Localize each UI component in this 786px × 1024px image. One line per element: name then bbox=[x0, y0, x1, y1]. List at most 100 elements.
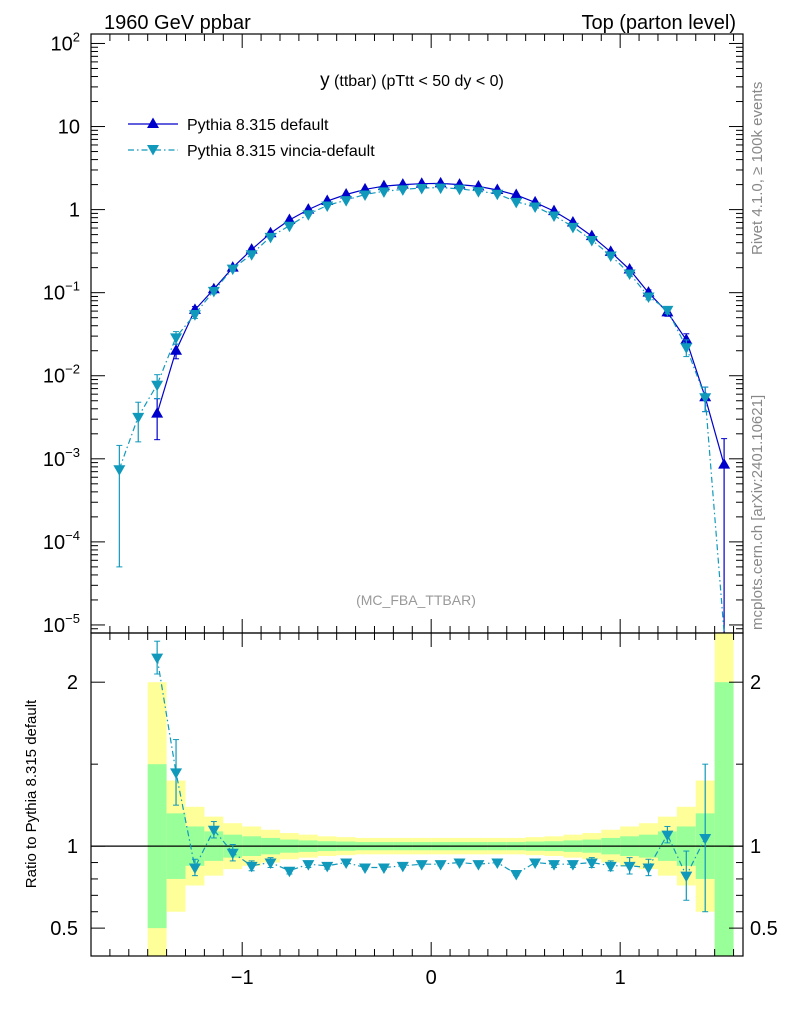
main-ytick-base: 10 bbox=[51, 33, 73, 55]
data-point-default bbox=[340, 187, 353, 199]
data-point-vincia bbox=[188, 310, 201, 321]
ratio-point-vincia bbox=[623, 861, 636, 873]
ratio-point-vincia bbox=[680, 871, 693, 883]
data-point-vincia bbox=[359, 190, 372, 201]
main-chart-title: y (ttbar) (pTtt < 50 dy < 0) bbox=[320, 70, 504, 91]
data-point-vincia bbox=[340, 196, 353, 207]
data-point-vincia bbox=[207, 286, 220, 298]
ratio-point-vincia bbox=[207, 825, 220, 837]
data-point-vincia bbox=[283, 221, 296, 233]
main-ytick-base: 10 bbox=[58, 117, 80, 139]
main-ytick-label: 10−4 bbox=[43, 528, 80, 554]
main-ytick-label: 1 bbox=[69, 200, 80, 222]
data-point-vincia bbox=[396, 185, 409, 196]
data-point-vincia bbox=[566, 222, 579, 234]
data-point-vincia bbox=[548, 211, 561, 222]
series-line-default bbox=[156, 182, 725, 465]
ratio-point-vincia bbox=[340, 858, 353, 870]
header-right-title: Top (parton level) bbox=[581, 12, 736, 34]
ratio-plot-panel: 0.5 0.5 1 1 2 2 −1 0 1 Ratio to Pythia 8.315 def… bbox=[23, 632, 778, 989]
ratio-point-vincia bbox=[699, 833, 712, 845]
main-ytick-exponent: 2 bbox=[73, 29, 80, 44]
data-point-vincia bbox=[245, 250, 258, 261]
main-ytick-label: 10−5 bbox=[43, 611, 80, 637]
data-point-default bbox=[510, 188, 523, 199]
data-point-vincia bbox=[226, 264, 239, 276]
main-ytick-exponent: −5 bbox=[65, 611, 80, 626]
ratio-point-vincia bbox=[302, 860, 315, 871]
ratio-point-vincia bbox=[566, 860, 579, 871]
ratio-point-vincia bbox=[226, 848, 239, 860]
data-point-vincia bbox=[642, 292, 655, 303]
main-ytick-base: 1 bbox=[69, 200, 80, 222]
main-ytick-base: 10 bbox=[43, 615, 65, 637]
main-ytick-base: 10 bbox=[43, 449, 65, 471]
main-ytick-exponent: −3 bbox=[65, 445, 80, 460]
ratio-point-vincia bbox=[245, 861, 258, 873]
data-point-vincia bbox=[170, 333, 183, 344]
ratio-point-vincia bbox=[548, 860, 561, 871]
ratio-point-vincia bbox=[642, 863, 655, 874]
ratio-point-vincia bbox=[170, 768, 183, 779]
data-point-default bbox=[718, 458, 731, 469]
ratio-ytick-label-left: 1 bbox=[67, 836, 78, 858]
data-point-vincia bbox=[453, 184, 466, 196]
ratio-point-vincia bbox=[491, 858, 504, 870]
ratio-point-vincia bbox=[283, 866, 296, 878]
main-ytick-label: 10 bbox=[58, 117, 80, 139]
mcplots-credit-label: mcplots.cern.ch [arXiv:2401.10621] bbox=[749, 395, 766, 630]
analysis-watermark: (MC_FBA_TTBAR) bbox=[356, 592, 476, 608]
data-point-vincia bbox=[377, 187, 390, 198]
ratio-plot-frame bbox=[90, 632, 744, 957]
ratio-point-vincia bbox=[434, 860, 447, 871]
main-ytick-base: 10 bbox=[43, 532, 65, 554]
main-ytick-base: 10 bbox=[43, 366, 65, 388]
main-ytick-base: 10 bbox=[43, 283, 65, 305]
ratio-point-vincia bbox=[529, 858, 542, 870]
ratio-point-vincia bbox=[585, 858, 598, 870]
data-point-vincia bbox=[510, 197, 523, 209]
main-ytick-exponent: −4 bbox=[65, 528, 80, 543]
main-ytick-exponent: −1 bbox=[65, 279, 80, 294]
data-point-vincia bbox=[529, 202, 542, 213]
data-point-default bbox=[151, 407, 164, 418]
ratio-point-vincia bbox=[661, 830, 674, 842]
ratio-xtick-label: −1 bbox=[231, 967, 254, 989]
legend-item-vincia: Pythia 8.315 vincia-default bbox=[128, 143, 375, 160]
ratio-ytick-label-left: 2 bbox=[67, 672, 78, 694]
data-point-vincia bbox=[661, 305, 674, 317]
ratio-point-vincia bbox=[396, 861, 409, 873]
ratio-axes-ticks: 0.5 0.5 1 1 2 2 −1 0 1 bbox=[50, 633, 778, 989]
ratio-point-vincia bbox=[151, 653, 164, 665]
main-ytick-label: 10−2 bbox=[43, 362, 80, 388]
ratio-point-vincia bbox=[359, 863, 372, 874]
ratio-ytick-label-right: 2 bbox=[750, 672, 761, 694]
ratio-point-vincia bbox=[604, 861, 617, 873]
data-point-vincia bbox=[491, 189, 504, 201]
legend-marker-vincia-triangle-down bbox=[147, 145, 159, 156]
ratio-point-vincia bbox=[188, 863, 201, 874]
data-point-vincia bbox=[604, 251, 617, 263]
legend-label-vincia: Pythia 8.315 vincia-default bbox=[187, 143, 375, 160]
data-point-vincia bbox=[680, 343, 693, 354]
ratio-xtick-label: 0 bbox=[426, 967, 437, 989]
data-point-vincia bbox=[472, 187, 485, 198]
ratio-point-vincia bbox=[510, 870, 523, 881]
data-point-vincia bbox=[321, 201, 334, 213]
data-point-vincia bbox=[264, 232, 277, 244]
band-inner-bin bbox=[714, 682, 734, 956]
main-title-selection: (ttbar) (pTtt < 50 dy < 0) bbox=[330, 73, 504, 90]
main-title-variable: y bbox=[320, 70, 330, 91]
ratio-y-axis-label: Ratio to Pythia 8.315 default bbox=[23, 699, 40, 888]
ratio-series-layer bbox=[151, 640, 712, 913]
legend-label-default: Pythia 8.315 default bbox=[187, 117, 329, 134]
main-ytick-label: 102 bbox=[51, 29, 80, 55]
data-point-default bbox=[680, 333, 693, 344]
ratio-point-vincia bbox=[377, 863, 390, 874]
main-ytick-exponent: −2 bbox=[65, 362, 80, 377]
ratio-point-vincia bbox=[415, 860, 428, 871]
main-series-layer bbox=[113, 176, 731, 634]
data-point-vincia bbox=[699, 393, 712, 404]
